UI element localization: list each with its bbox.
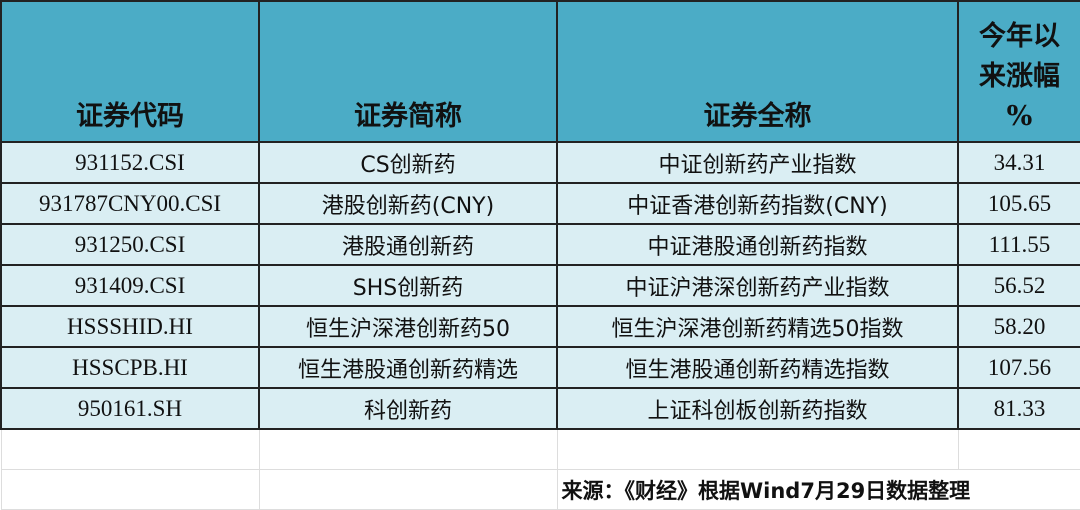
cell-full-name: 中证港股通创新药指数 bbox=[556, 223, 959, 266]
table-row: 931787CNY00.CSI 港股创新药(CNY) 中证香港创新药指数(CNY) 1… bbox=[0, 182, 1080, 225]
header-row: 证券代码 证券简称 证券全称 今年以 来涨幅 % bbox=[0, 0, 1080, 143]
header-line: 来涨幅 bbox=[979, 61, 1060, 92]
cell-code: HSSSHID.HI bbox=[0, 305, 260, 348]
table-row: HSSSHID.HI 恒生沪深港创新药50 恒生沪深港创新药精选50指数 58.20 bbox=[0, 305, 1080, 348]
cell-ytd-change: 111.55 bbox=[957, 223, 1080, 266]
cell-full-name: 上证科创板创新药指数 bbox=[556, 387, 959, 430]
cell-short-name: SHS创新药 bbox=[258, 264, 558, 307]
cell-short-name: 科创新药 bbox=[258, 387, 558, 430]
cell-code: HSSCPB.HI bbox=[0, 346, 260, 389]
cell-code: 931152.CSI bbox=[0, 141, 260, 184]
cell-ytd-change: 56.52 bbox=[957, 264, 1080, 307]
cell-full-name: 恒生港股通创新药精选指数 bbox=[556, 346, 959, 389]
cell-short-name: 港股通创新药 bbox=[258, 223, 558, 266]
cell-full-name: 中证创新药产业指数 bbox=[556, 141, 959, 184]
cell-ytd-change: 34.31 bbox=[957, 141, 1080, 184]
header-code: 证券代码 bbox=[0, 0, 260, 143]
cell-ytd-change: 58.20 bbox=[957, 305, 1080, 348]
cell-full-name: 恒生沪深港创新药精选50指数 bbox=[556, 305, 959, 348]
cell-code: 931409.CSI bbox=[0, 264, 260, 307]
table-row: 931152.CSI CS创新药 中证创新药产业指数 34.31 bbox=[0, 141, 1080, 184]
header-line: % bbox=[1006, 101, 1033, 132]
cell-short-name: CS创新药 bbox=[258, 141, 558, 184]
cell-ytd-change: 81.33 bbox=[957, 387, 1080, 430]
cell-short-name: 恒生沪深港创新药50 bbox=[258, 305, 558, 348]
table-row: 950161.SH 科创新药 上证科创板创新药指数 81.33 bbox=[0, 387, 1080, 430]
cell-short-name: 港股创新药(CNY) bbox=[258, 182, 558, 225]
cell-code: 931250.CSI bbox=[0, 223, 260, 266]
table-row: 931409.CSI SHS创新药 中证沪港深创新药产业指数 56.52 bbox=[0, 264, 1080, 307]
header-ytd-change: 今年以 来涨幅 % bbox=[957, 0, 1080, 143]
cell-ytd-change: 107.56 bbox=[957, 346, 1080, 389]
cell-code: 931787CNY00.CSI bbox=[0, 182, 260, 225]
table-row: HSSCPB.HI 恒生港股通创新药精选 恒生港股通创新药精选指数 107.56 bbox=[0, 346, 1080, 389]
cell-code: 950161.SH bbox=[0, 387, 260, 430]
table-row: 931250.CSI 港股通创新药 中证港股通创新药指数 111.55 bbox=[0, 223, 1080, 266]
blank-row bbox=[0, 428, 1080, 470]
header-short-name: 证券简称 bbox=[258, 0, 558, 143]
header-full-name: 证券全称 bbox=[556, 0, 959, 143]
source-note: 来源：《财经》根据Wind7月29日数据整理 bbox=[556, 469, 1080, 510]
cell-full-name: 中证香港创新药指数(CNY) bbox=[556, 182, 959, 225]
header-line: 今年以 bbox=[979, 21, 1060, 52]
cell-ytd-change: 105.65 bbox=[957, 182, 1080, 225]
cell-short-name: 恒生港股通创新药精选 bbox=[258, 346, 558, 389]
cell-full-name: 中证沪港深创新药产业指数 bbox=[556, 264, 959, 307]
